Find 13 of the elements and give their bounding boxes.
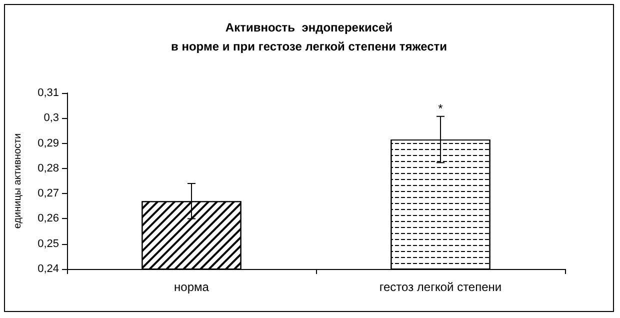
y-tick-label: 0,27 — [38, 188, 59, 200]
chart-title: Активность эндоперекисей в норме и при гестозе легкой степени тяжести — [170, 20, 448, 54]
y-tick-label: 0,25 — [38, 238, 59, 250]
y-axis-title: единицы активности — [12, 133, 24, 229]
y-tick-label: 0,24 — [38, 263, 59, 275]
y-tick-label: 0,26 — [38, 212, 59, 225]
y-tick-label: 0,3 — [44, 112, 59, 124]
x-tick-label: норма — [174, 280, 210, 294]
y-tick-label: 0,28 — [38, 162, 59, 174]
annotation: * — [438, 101, 444, 116]
x-tick-label: гестоз легкой степени — [379, 280, 502, 294]
y-tick-label: 0,31 — [38, 87, 59, 99]
y-tick-label: 0,29 — [38, 137, 59, 150]
